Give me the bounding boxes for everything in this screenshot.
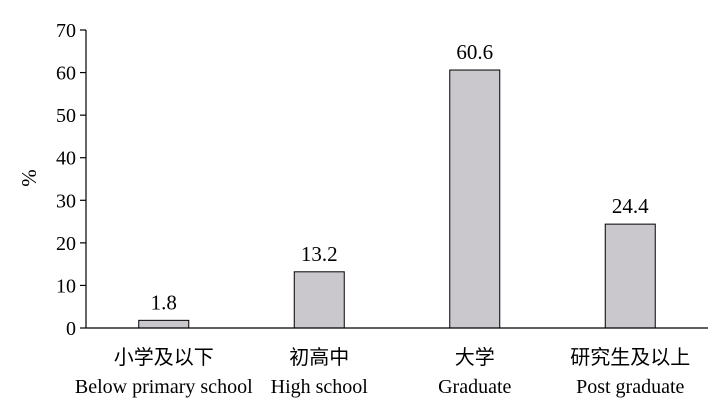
bar bbox=[604, 223, 656, 329]
y-tick-label: 40 bbox=[56, 148, 76, 170]
y-tick-label: 70 bbox=[56, 20, 76, 42]
x-category-label-zh: 大学 bbox=[455, 345, 495, 369]
x-category-label-zh: 小学及以下 bbox=[114, 345, 214, 369]
x-category-label-zh: 初高中 bbox=[289, 345, 349, 369]
bar bbox=[138, 319, 190, 329]
y-tick-label: 60 bbox=[56, 63, 76, 85]
bar bbox=[293, 271, 345, 329]
y-tick-label: 50 bbox=[56, 105, 76, 127]
y-axis-title: % bbox=[17, 169, 41, 187]
y-tick-label: 0 bbox=[66, 318, 76, 340]
data-label: 13.2 bbox=[301, 242, 338, 266]
bars: 1.8 13.2 60.6 24.4 bbox=[138, 40, 656, 329]
x-category-label-en: Graduate bbox=[438, 376, 511, 398]
x-category-label-en: High school bbox=[271, 376, 369, 398]
y-tick-label: 30 bbox=[56, 190, 76, 212]
y-tick-label: 20 bbox=[56, 233, 76, 255]
x-category-label-en: Post graduate bbox=[576, 376, 684, 398]
data-label: 1.8 bbox=[151, 290, 177, 314]
bar bbox=[449, 69, 501, 329]
y-tick-label: 10 bbox=[56, 275, 76, 297]
x-axis: 小学及以下 Below primary school 初高中 High school 大… bbox=[75, 327, 708, 398]
data-label: 24.4 bbox=[612, 194, 649, 218]
data-label: 60.6 bbox=[456, 40, 493, 64]
y-axis: 0 10 20 30 40 50 60 70 bbox=[56, 20, 87, 340]
x-category-label-zh: 研究生及以上 bbox=[570, 345, 690, 369]
x-category-label-en: Below primary school bbox=[75, 376, 253, 398]
